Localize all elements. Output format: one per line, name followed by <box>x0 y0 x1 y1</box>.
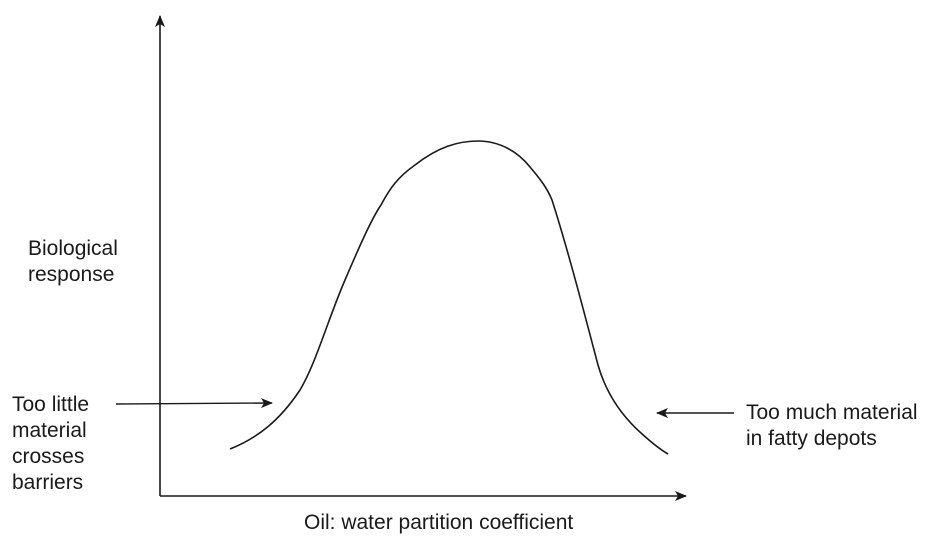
x-axis-label-text: Oil: water partition coefficient <box>304 511 574 534</box>
response-curve <box>229 140 669 455</box>
left-annotation-line: material <box>12 419 87 442</box>
x-axis-label: Oil: water partition coefficient <box>304 510 573 536</box>
y-axis-label: Biological response <box>28 236 118 288</box>
y-axis-label-line: response <box>28 263 115 286</box>
right-annotation-line: in fatty depots <box>746 427 877 450</box>
y-axis-label-line: Biological <box>28 237 118 260</box>
left-annotation-line: crosses <box>12 445 85 468</box>
left-annotation-line: barriers <box>12 471 84 494</box>
right-annotation: Too much material in fatty depots <box>746 400 918 452</box>
left-annotation-arrow <box>115 398 273 409</box>
left-annotation: Too little material crosses barriers <box>12 392 89 496</box>
right-annotation-line: Too much material <box>746 401 918 424</box>
left-annotation-line: Too little <box>12 393 90 416</box>
